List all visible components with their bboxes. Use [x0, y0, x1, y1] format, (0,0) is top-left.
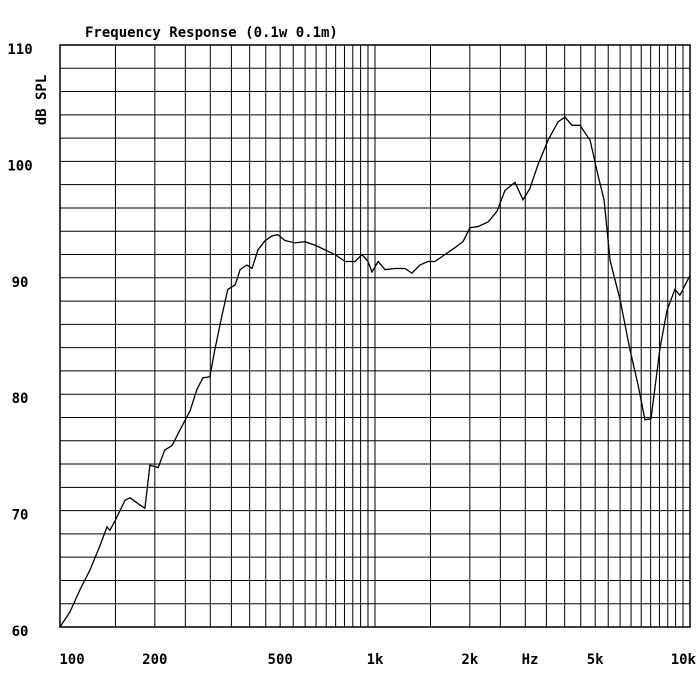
response-line: [59, 116, 691, 628]
x-tick-label: 500: [268, 652, 293, 668]
x-tick-label: 1k: [367, 652, 384, 668]
chart-title: Frequency Response (0.1w 0.1m): [85, 25, 338, 41]
y-tick-label: 80: [12, 391, 29, 407]
x-tick-label: 10k: [671, 652, 697, 668]
x-axis-label: Hz: [522, 652, 539, 668]
x-tick-label: 2k: [461, 652, 478, 668]
x-tick-label: 100: [59, 652, 84, 668]
y-tick-label: 60: [12, 624, 29, 640]
x-tick-label: 200: [142, 652, 167, 668]
x-tick-label: 5k: [587, 652, 604, 668]
y-axis-label: dB SPL: [34, 75, 50, 126]
y-tick-label: 100: [7, 158, 32, 174]
plot-frame: [59, 44, 691, 628]
y-tick-label: 90: [12, 275, 29, 291]
y-tick-label: 110: [7, 42, 32, 58]
y-tick-label: 70: [12, 508, 29, 524]
